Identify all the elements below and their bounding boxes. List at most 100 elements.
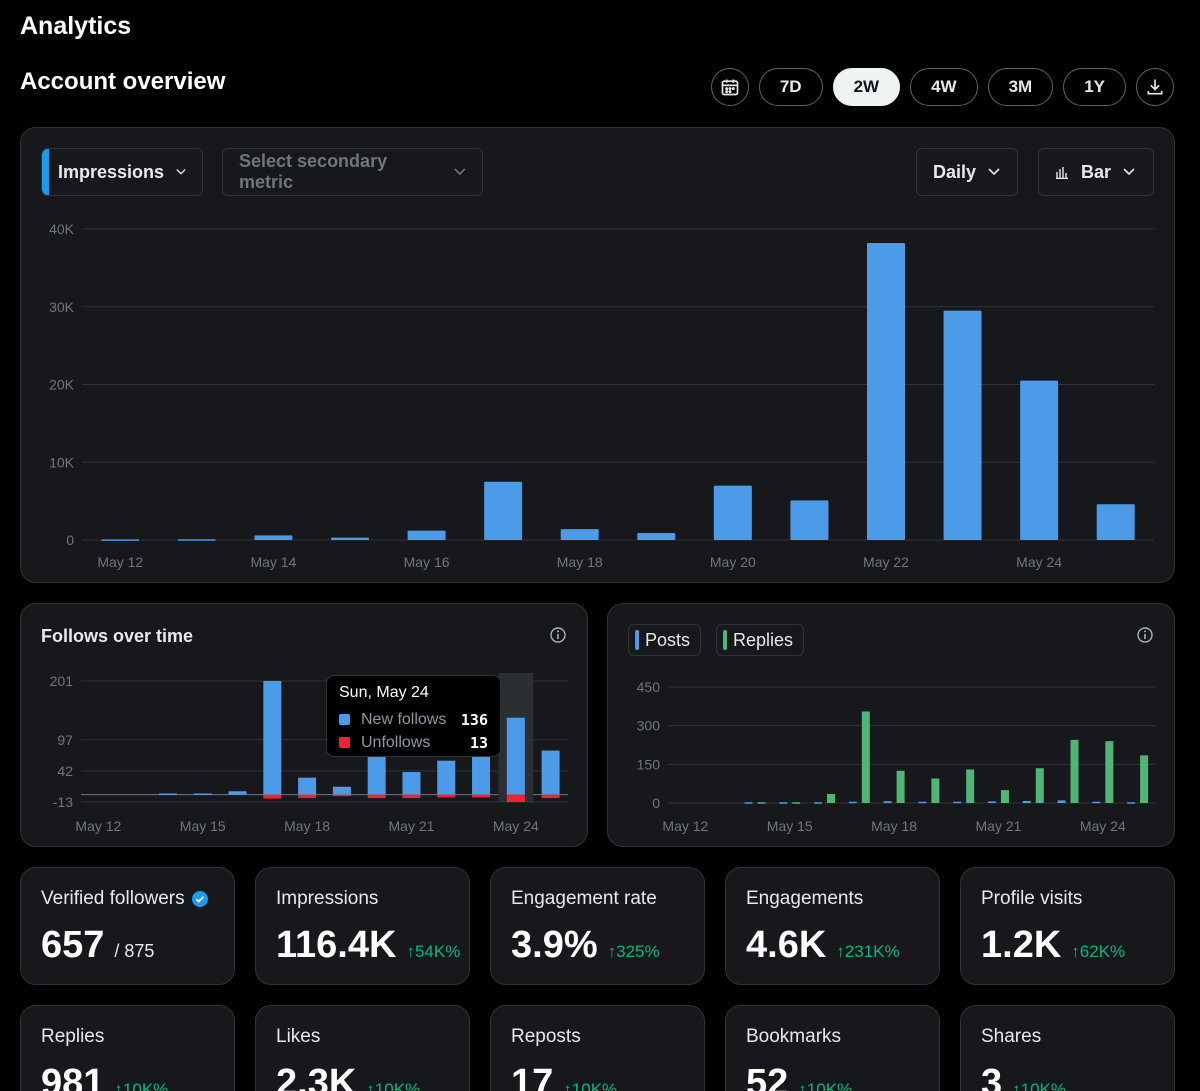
x-tick-label: May 12 [97, 554, 143, 570]
stat-card-reposts[interactable]: Reposts 17 ↑10K% [490, 1005, 705, 1091]
bar-new-follows [158, 793, 177, 796]
stat-delta: ↑10K% [798, 1080, 853, 1091]
x-tick-label: May 16 [404, 554, 450, 570]
range-4w-button[interactable]: 4W [910, 68, 978, 106]
stat-delta: ↑10K% [1012, 1080, 1067, 1091]
info-icon[interactable] [1136, 626, 1154, 644]
range-1y-button[interactable]: 1Y [1063, 68, 1126, 106]
bar-replies [861, 711, 870, 803]
bar-posts [744, 802, 753, 804]
x-tick-label: May 24 [1080, 818, 1126, 834]
stat-value-row: 3 ↑10K% [981, 1062, 1066, 1091]
chevron-down-icon [454, 168, 466, 176]
stat-card-verified-followers[interactable]: Verified followers 657 / 875 [20, 867, 235, 985]
stat-card-engagements[interactable]: Engagements 4.6K ↑231K% [725, 867, 940, 985]
stat-delta: ↑54K% [406, 942, 461, 961]
stat-value-row: 2.3K ↑10K% [276, 1062, 420, 1091]
stat-label: Engagements [746, 888, 864, 909]
chart-tooltip: Sun, May 24 New follows 136 Unfollows 13 [326, 675, 501, 757]
chart-type-dropdown[interactable]: Bar [1038, 148, 1154, 196]
stat-value: 2.3K [276, 1062, 357, 1091]
primary-metric-dropdown[interactable]: Impressions [41, 148, 203, 196]
stat-card-likes[interactable]: Likes 2.3K ↑10K% [255, 1005, 470, 1091]
bar-posts [883, 801, 892, 803]
page-title: Analytics [20, 12, 132, 40]
bar-replies [1140, 755, 1149, 803]
stat-value: 1.2K [981, 924, 1062, 966]
bar-unfollows [332, 794, 351, 797]
x-tick-label: May 18 [557, 554, 603, 570]
bar-new-follows [472, 755, 491, 795]
chevron-down-icon [176, 169, 186, 175]
stat-card-impressions[interactable]: Impressions 116.4K ↑54K% [255, 867, 470, 985]
stat-card-shares[interactable]: Shares 3 ↑10K% [960, 1005, 1175, 1091]
range-3m-button[interactable]: 3M [987, 68, 1054, 106]
tooltip-row-unfollows: Unfollows 13 [339, 731, 488, 754]
tooltip-unfollows-label: Unfollows [361, 733, 431, 751]
stat-card-profile-visits[interactable]: Profile visits 1.2K ↑62K% [960, 867, 1175, 985]
tooltip-date: Sun, May 24 [339, 684, 429, 701]
bar-impressions [484, 481, 523, 540]
x-tick-label: May 18 [284, 818, 330, 834]
posts-replies-bar-chart[interactable]: 0 150 300 450 May 12 May 15 May 18 May 21 May 24 [608, 604, 1176, 848]
stat-label: Impressions [276, 888, 379, 909]
follows-bar-chart[interactable]: -13 42 97 201 May 12 May 15 May 18 May 21 May 24 [21, 604, 589, 848]
bar-replies [1000, 790, 1009, 803]
stat-value-row: 1.2K ↑62K% [981, 924, 1125, 967]
bar-posts [953, 801, 962, 804]
chart-type-label: Bar [1081, 161, 1112, 182]
range-2w-button[interactable]: 2W [832, 68, 901, 106]
bar-replies [792, 802, 801, 804]
stat-label: Profile visits [981, 888, 1083, 909]
legend-posts-toggle[interactable]: Posts [628, 624, 702, 656]
tooltip-row-new-follows: New follows 136 [339, 708, 488, 731]
bar-impressions [1020, 380, 1059, 540]
bar-new-follows [541, 750, 560, 795]
granularity-label: Daily [933, 161, 977, 182]
legend-replies-toggle[interactable]: Replies [716, 624, 805, 656]
bar-new-follows [506, 717, 525, 795]
bar-impressions [407, 530, 446, 540]
stat-value-row: 116.4K ↑54K% [276, 924, 460, 967]
granularity-dropdown[interactable]: Daily [916, 148, 1018, 196]
primary-metric-label: Impressions [58, 161, 165, 182]
download-button[interactable] [1136, 68, 1174, 106]
bar-impressions [101, 539, 140, 541]
stat-value-row: 981 ↑10K% [41, 1062, 168, 1091]
posts-color-marker [635, 630, 639, 650]
stat-card-bookmarks[interactable]: Bookmarks 52 ↑10K% [725, 1005, 940, 1091]
bar-unfollows [263, 794, 282, 799]
stat-label: Verified followers [41, 888, 209, 910]
stat-label: Likes [276, 1026, 321, 1047]
impressions-bar-chart[interactable]: 0 10K 20K 30K 40K May 12 May 14 May 16 May 18 May… [21, 128, 1176, 584]
stat-card-engagement-rate[interactable]: Engagement rate 3.9% ↑325% [490, 867, 705, 985]
calendar-button[interactable] [710, 68, 749, 106]
bar-posts [848, 801, 857, 804]
range-7d-button[interactable]: 7D [758, 68, 823, 106]
x-tick-label: May 14 [250, 554, 296, 570]
stat-card-replies[interactable]: Replies 981 ↑10K% [20, 1005, 235, 1091]
bar-impressions [790, 500, 829, 540]
info-icon[interactable] [549, 626, 567, 644]
stat-value: 981 [41, 1062, 105, 1091]
bar-unfollows [437, 794, 456, 798]
y-tick-label: 10K [49, 454, 75, 470]
x-tick-label: May 24 [1016, 554, 1062, 570]
bar-new-follows [228, 791, 247, 795]
stat-delta: ↑10K% [366, 1080, 421, 1091]
secondary-metric-placeholder: Select secondary metric [239, 151, 388, 192]
verified-badge-icon [191, 891, 208, 907]
stat-label: Bookmarks [746, 1026, 842, 1047]
bar-replies [827, 793, 836, 803]
x-tick-label: May 15 [767, 818, 813, 834]
impressions-chart-card: Impressions Select secondary metric Dail… [20, 127, 1175, 583]
y-tick-label: 97 [57, 732, 73, 748]
secondary-metric-dropdown[interactable]: Select secondary metric [222, 148, 483, 196]
replies-color-marker [723, 630, 727, 650]
metric-color-marker [42, 149, 49, 195]
bar-impressions [560, 529, 599, 540]
bar-posts [918, 801, 927, 804]
stat-label: Engagement rate [511, 888, 657, 909]
calendar-icon [721, 79, 739, 96]
bar-posts [1057, 800, 1066, 803]
